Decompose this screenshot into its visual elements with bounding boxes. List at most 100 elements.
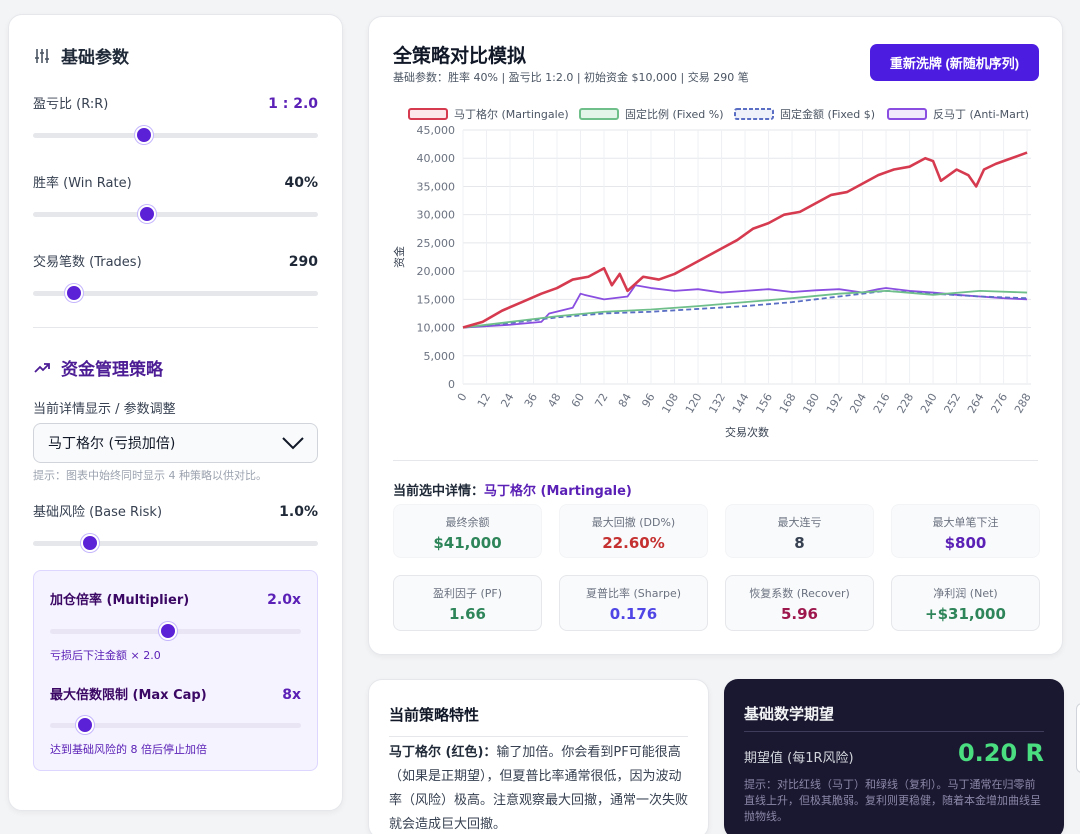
trades-slider-thumb[interactable]: [65, 284, 84, 302]
x-tick-label: 252: [941, 391, 963, 416]
trades-slider[interactable]: [33, 284, 318, 302]
x-tick-label: 180: [800, 391, 822, 416]
x-tick-label: 120: [683, 391, 705, 416]
series-line: [462, 289, 1028, 329]
trend-up-icon: [34, 362, 50, 373]
divider: [389, 736, 688, 737]
rr-value: 1 : 2.0: [268, 96, 318, 112]
series-line: [462, 289, 1028, 329]
x-tick-label: 108: [659, 391, 681, 416]
series-line: [462, 151, 1028, 329]
x-tick-label: 72: [592, 391, 610, 410]
expectation-value: 0.20 R: [957, 739, 1044, 767]
winrate-label: 胜率 (Win Rate): [33, 176, 132, 191]
y-axis-title: 资金: [392, 246, 406, 268]
stat-label: 净利润 (Net): [933, 587, 998, 600]
legend-swatch: [887, 108, 927, 120]
stat-value: 0.176: [609, 605, 658, 623]
strategy-traits-card: 当前策略特性 马丁格尔 (红色)：输了加倍。你会看到PF可能很高（如果是正期望）…: [368, 679, 709, 834]
x-tick-label: 84: [616, 391, 634, 410]
x-axis-title: 交易次数: [725, 425, 769, 439]
maxcap-row: 最大倍数限制 (Max Cap) 8x: [50, 684, 301, 703]
traits-strong: 马丁格尔 (红色)：: [389, 745, 497, 760]
rr-slider[interactable]: [33, 126, 318, 144]
parameters-panel: 基础参数 盈亏比 (R:R) 1 : 2.0 胜率 (Win Rate) 40%…: [8, 14, 343, 811]
hint-text: 提示：图表中始终同时显示 4 种策略以供对比。: [33, 469, 267, 482]
trades-value: 290: [288, 254, 318, 270]
stat-value: 22.60%: [602, 534, 665, 552]
divider: [393, 460, 1038, 461]
stat-card: 最终余额 $41,000: [393, 504, 542, 558]
y-tick-label: 0: [448, 378, 455, 391]
stat-card: 夏普比率 (Sharpe) 0.176: [559, 575, 708, 631]
x-tick-label: 36: [522, 391, 540, 410]
winrate-slider-thumb[interactable]: [138, 205, 156, 223]
x-tick-label: 216: [871, 391, 893, 416]
sliders-icon: [35, 48, 49, 63]
view-label: 当前详情显示 / 参数调整: [33, 402, 176, 417]
x-tick-label: 156: [753, 391, 775, 416]
x-tick-label: 12: [475, 391, 493, 410]
legend-swatch: [408, 108, 448, 120]
x-tick-label: 168: [777, 391, 799, 416]
base-risk-row: 基础风险 (Base Risk) 1.0%: [33, 501, 318, 520]
base-risk-slider-thumb[interactable]: [81, 534, 99, 552]
stat-card: 最大回撤 (DD%) 22.60%: [559, 504, 708, 558]
x-tick-label: 60: [569, 391, 587, 410]
params-summary: 基础参数：胜率 40% | 盈亏比 1:2.0 | 初始资金 $10,000 |…: [393, 71, 749, 84]
y-tick-label: 25,000: [417, 237, 456, 250]
stat-label: 恢复系数 (Recover): [749, 587, 850, 600]
x-tick-label: 228: [894, 391, 916, 416]
base-risk-slider[interactable]: [33, 534, 318, 552]
multiplier-note: 亏损后下注金额 × 2.0: [50, 649, 161, 662]
stat-label: 最大连亏: [777, 516, 822, 529]
multiplier-row: 加仓倍率 (Multiplier) 2.0x: [50, 589, 301, 608]
x-tick-label: 0: [455, 391, 470, 404]
detail-title: 当前选中详情：马丁格尔 (Martingale): [393, 480, 632, 499]
equity-chart: 0 5,000 10,000 15,000 20,000 25,000 30,000 35,0…: [392, 107, 1034, 439]
multiplier-slider[interactable]: [50, 622, 301, 640]
maxcap-label: 最大倍数限制 (Max Cap): [50, 688, 207, 703]
stat-card: 最大连亏 8: [725, 504, 874, 558]
stat-value: 1.66: [448, 605, 486, 623]
traits-body: 马丁格尔 (红色)：输了加倍。你会看到PF可能很高（如果是正期望），但夏普比率通…: [389, 741, 690, 834]
stat-label: 最大单笔下注: [932, 516, 999, 529]
multiplier-slider-thumb[interactable]: [158, 622, 177, 640]
expectation-card: 基础数学期望 期望值 (每1R风险) 0.20 R 提示：对比红线（马丁）和绿线…: [724, 679, 1064, 834]
winrate-slider[interactable]: [33, 205, 318, 223]
x-tick-label: 276: [988, 391, 1010, 416]
reshuffle-button[interactable]: 重新洗牌 (新随机序列): [870, 44, 1039, 81]
stat-value: $41,000: [433, 534, 502, 552]
traits-title: 当前策略特性: [389, 706, 480, 724]
traits-text: 输了加倍。你会看到PF可能很高（如果是正期望），但夏普比率通常很低，因为波动率（…: [389, 745, 689, 832]
stat-value: 5.96: [780, 605, 818, 623]
base-risk-label: 基础风险 (Base Risk): [33, 505, 163, 520]
maxcap-slider[interactable]: [50, 716, 301, 734]
strategy-select[interactable]: 马丁格尔 (亏损加倍): [33, 423, 318, 463]
legend-label: 固定比例 (Fixed %): [625, 107, 724, 121]
y-tick-label: 20,000: [417, 265, 456, 278]
trades-label: 交易笔数 (Trades): [33, 255, 142, 270]
y-tick-label: 45,000: [417, 124, 456, 137]
maxcap-slider-thumb[interactable]: [76, 716, 95, 734]
y-tick-label: 10,000: [417, 322, 456, 335]
stat-label: 盈利因子 (PF): [432, 587, 503, 600]
rr-slider-thumb[interactable]: [135, 126, 154, 144]
expectation-note: 提示：对比红线（马丁）和绿线（复利）。马丁通常在归零前直线上升，但极其脆弱。复利…: [744, 778, 1041, 823]
divider: [744, 731, 1044, 732]
y-tick-label: 35,000: [417, 180, 456, 193]
page-title: 全策略对比模拟: [393, 45, 527, 67]
mm-title-label: 资金管理策略: [61, 360, 163, 380]
detail-prefix: 当前选中详情：: [393, 484, 485, 499]
y-tick-label: 40,000: [417, 152, 456, 165]
legend-swatch: [734, 108, 774, 120]
stat-value: $800: [944, 534, 987, 552]
stat-label: 最终余额: [445, 516, 490, 529]
stat-value: 8: [794, 534, 805, 552]
stat-card: 盈利因子 (PF) 1.66: [393, 575, 542, 631]
y-tick-label: 15,000: [417, 293, 456, 306]
stat-label: 夏普比率 (Sharpe): [585, 587, 682, 600]
legend-label: 马丁格尔 (Martingale): [454, 107, 569, 121]
side-panel-handle[interactable]: [1076, 703, 1080, 773]
y-tick-label: 30,000: [417, 209, 456, 222]
